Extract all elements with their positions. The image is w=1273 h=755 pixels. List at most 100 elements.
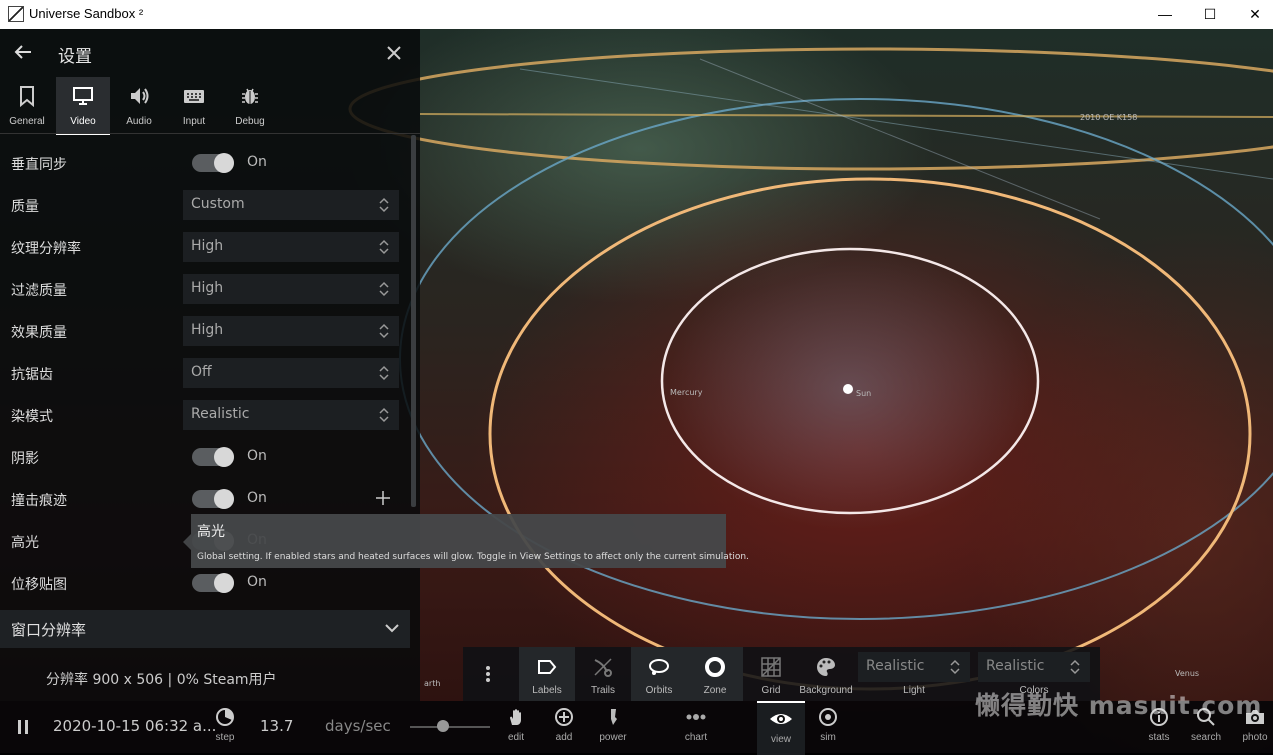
sim-date[interactable]: 2020-10-15 06:32 a...	[53, 717, 217, 735]
search-button[interactable]: search	[1189, 701, 1223, 753]
grid-button[interactable]: Grid	[743, 647, 799, 701]
pause-button[interactable]	[8, 701, 38, 753]
filter-quality-select[interactable]: High	[183, 274, 399, 304]
setting-label: 染模式	[11, 409, 53, 425]
render-mode-select[interactable]: Realistic	[183, 400, 399, 430]
add-button[interactable]: add	[548, 701, 580, 753]
setting-label: 高光	[11, 535, 39, 551]
grid-label: Grid	[761, 685, 781, 696]
tab-debug[interactable]: Debug	[223, 77, 277, 133]
shadows-toggle[interactable]	[192, 447, 234, 467]
tab-general-label: General	[9, 116, 45, 127]
chart-button[interactable]: chart	[680, 701, 712, 753]
speed-value[interactable]: 13.7	[260, 717, 294, 735]
setting-render-mode: 染模式 Realistic	[0, 394, 410, 436]
trails-label: Trails	[590, 685, 616, 696]
keyboard-icon	[184, 90, 204, 103]
speed-slider-knob[interactable]	[437, 720, 449, 732]
chevron-down-icon	[385, 624, 399, 633]
setting-label: 垂直同步	[11, 157, 67, 173]
setting-label: 纹理分辨率	[11, 241, 81, 257]
updown-chevron-icon	[379, 197, 389, 213]
impact-marks-toggle[interactable]	[192, 489, 234, 509]
background-label: Background	[799, 685, 853, 696]
asteroid-label[interactable]: 2010 OE K158	[1080, 113, 1138, 122]
setting-label: 阴影	[11, 451, 39, 467]
orbits-button[interactable]: Orbits	[631, 647, 687, 701]
step-button[interactable]: step	[208, 701, 242, 753]
select-value: Realistic	[986, 658, 1045, 674]
tab-general[interactable]: General	[0, 77, 54, 133]
texture-resolution-select[interactable]: High	[183, 232, 399, 262]
mercury-orbit	[660, 247, 1040, 515]
view-button[interactable]: view	[757, 701, 805, 755]
setting-antialiasing: 抗锯齿 Off	[0, 352, 410, 394]
orbits-label: Orbits	[645, 685, 673, 696]
venus-label[interactable]: Venus	[1175, 669, 1200, 678]
chart-label: chart	[684, 732, 708, 743]
edit-button[interactable]: edit	[500, 701, 532, 753]
sim-icon	[819, 708, 837, 726]
displacement-map-toggle[interactable]	[192, 573, 234, 593]
earth-label[interactable]: arth	[424, 679, 441, 688]
watermark: 懒得勤快 masuit.com	[975, 691, 1263, 720]
view-toolbar: Labels Trails Orbits Zone Grid Backgroun…	[463, 647, 1100, 701]
select-value: Off	[191, 364, 212, 380]
speaker-icon	[131, 88, 149, 104]
updown-chevron-icon	[950, 659, 960, 675]
tab-audio[interactable]: Audio	[112, 77, 166, 133]
stats-button[interactable]: stats	[1143, 701, 1175, 753]
speed-slider-track[interactable]	[410, 726, 490, 728]
effect-quality-select[interactable]: High	[183, 316, 399, 346]
select-value: High	[191, 280, 224, 296]
tab-input[interactable]: Input	[167, 77, 221, 133]
power-icon	[611, 709, 617, 725]
photo-button[interactable]: photo	[1238, 701, 1272, 753]
panel-scrollbar[interactable]	[411, 135, 416, 507]
mercury-label[interactable]: Mercury	[670, 388, 703, 397]
select-value: High	[191, 322, 224, 338]
light-select[interactable]: Realistic	[858, 652, 970, 682]
back-arrow-icon[interactable]	[12, 41, 34, 63]
toggle-knob	[214, 153, 234, 173]
tab-video[interactable]: Video	[56, 77, 110, 135]
sun	[843, 384, 853, 394]
maximize-button[interactable]: ☐	[1203, 6, 1217, 22]
setting-impact-marks: 撞击痕迹 On	[0, 478, 410, 520]
toggle-knob	[214, 573, 234, 593]
sim-button[interactable]: sim	[812, 701, 844, 753]
zone-button[interactable]: Zone	[687, 647, 743, 701]
camera-icon	[1246, 710, 1264, 724]
updown-chevron-icon	[379, 365, 389, 381]
step-label: step	[215, 732, 235, 743]
step-icon	[216, 708, 234, 726]
orbit-icon	[649, 659, 669, 675]
vsync-toggle[interactable]	[192, 153, 234, 173]
plus-icon[interactable]	[374, 489, 392, 507]
power-button[interactable]: power	[597, 701, 629, 753]
labels-button[interactable]: Labels	[519, 647, 575, 701]
select-value: Custom	[191, 196, 245, 212]
close-icon[interactable]	[384, 43, 404, 63]
antialiasing-select[interactable]: Off	[183, 358, 399, 388]
quality-select[interactable]: Custom	[183, 190, 399, 220]
stats-label: stats	[1148, 732, 1170, 743]
colors-select[interactable]: Realistic	[978, 652, 1090, 682]
photo-label: photo	[1242, 732, 1268, 743]
venus-orbit	[488, 177, 1252, 691]
close-window-button[interactable]: ✕	[1249, 6, 1261, 22]
window-resolution-section[interactable]: 窗口分辨率	[0, 610, 410, 648]
tab-debug-label: Debug	[235, 116, 265, 127]
add-label: add	[555, 732, 573, 743]
sim-label: sim	[820, 732, 836, 743]
trails-button[interactable]: Trails	[575, 647, 631, 701]
background-button[interactable]: Background	[799, 647, 853, 701]
minimize-button[interactable]: —	[1158, 6, 1172, 22]
setting-filter-quality: 过滤质量 High	[0, 268, 410, 310]
hand-icon	[510, 709, 521, 725]
updown-chevron-icon	[1070, 659, 1080, 675]
ring-icon	[705, 657, 725, 677]
sun-label[interactable]: Sun	[856, 389, 872, 398]
bookmark-icon	[20, 86, 34, 107]
more-menu-icon[interactable]	[485, 665, 491, 683]
